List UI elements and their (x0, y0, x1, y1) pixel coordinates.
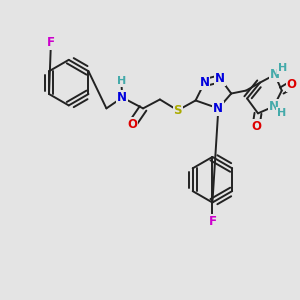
Text: F: F (208, 215, 216, 228)
Text: N: N (215, 72, 225, 85)
Text: H: H (277, 108, 286, 118)
Text: N: N (269, 100, 279, 113)
Text: O: O (127, 118, 137, 131)
Text: H: H (278, 63, 287, 73)
Text: N: N (270, 68, 280, 81)
Text: S: S (173, 104, 182, 117)
Text: N: N (213, 102, 224, 115)
Text: H: H (117, 76, 126, 85)
Text: N: N (200, 76, 209, 89)
Text: O: O (251, 120, 261, 133)
Text: F: F (47, 37, 55, 50)
Text: N: N (117, 91, 127, 104)
Text: O: O (287, 78, 297, 91)
